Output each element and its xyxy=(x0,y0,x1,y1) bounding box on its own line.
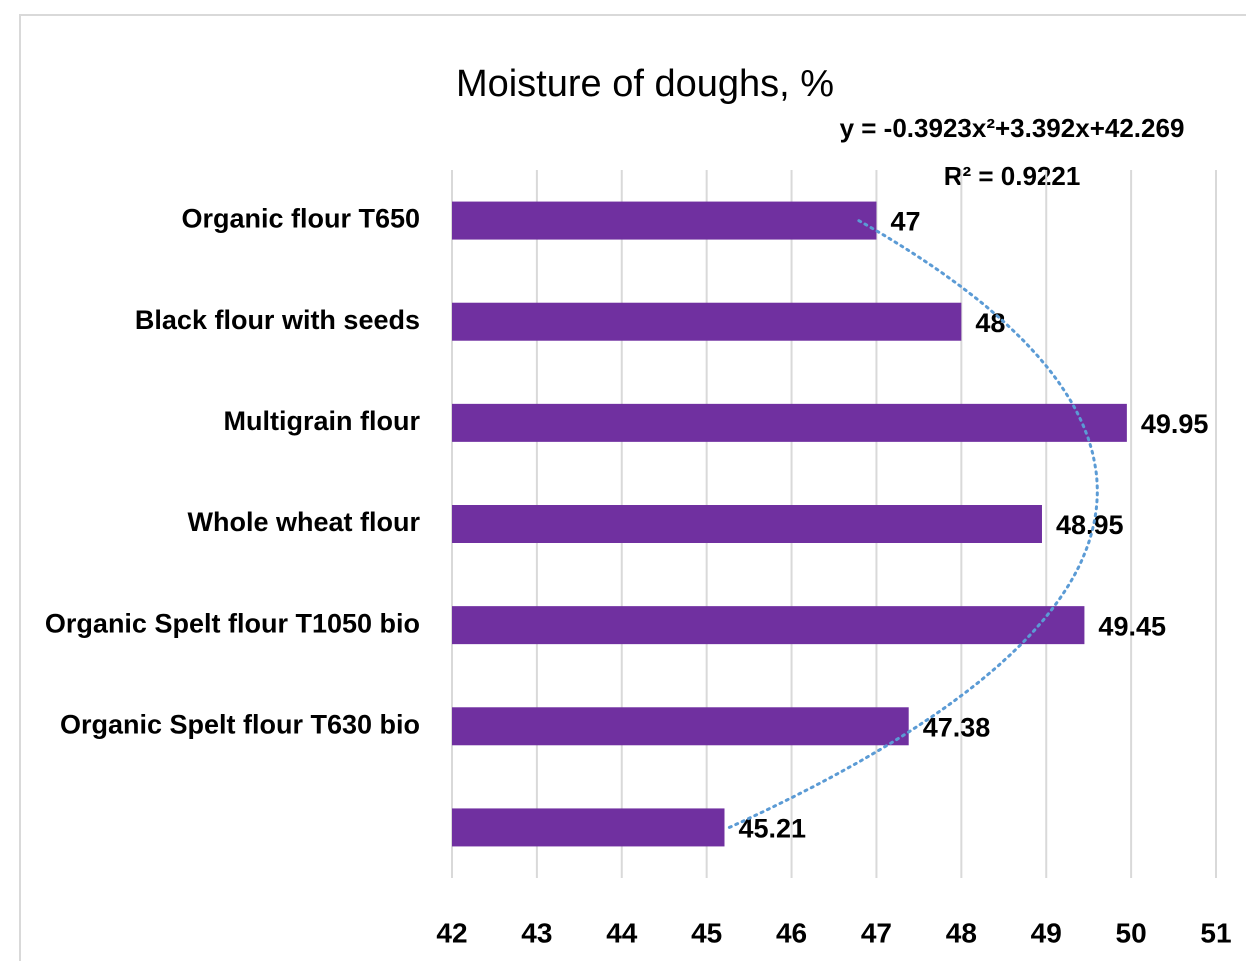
value-label: 47.38 xyxy=(923,712,991,742)
category-label: Organic Spelt flour T1050 bio xyxy=(45,608,420,638)
category-label: Organic Spelt flour T630 bio xyxy=(60,709,420,739)
x-tick-label: 46 xyxy=(776,917,807,948)
chart-border xyxy=(19,14,1246,966)
bar xyxy=(452,707,909,746)
bar xyxy=(452,505,1042,543)
x-tick-label: 50 xyxy=(1116,917,1147,948)
bar xyxy=(452,201,877,240)
bar xyxy=(452,606,1085,645)
x-tick-label: 47 xyxy=(861,917,892,948)
x-tick-label: 44 xyxy=(606,917,638,948)
value-label: 47 xyxy=(890,207,920,237)
x-tick-label: 51 xyxy=(1200,917,1231,948)
category-label: Multigrain flour xyxy=(224,406,421,436)
category-label: Organic flour T650 xyxy=(181,204,420,234)
value-label: 49.45 xyxy=(1098,611,1166,641)
x-tick-label: 49 xyxy=(1031,917,1062,948)
x-tick-label: 42 xyxy=(436,917,467,948)
value-label: 49.95 xyxy=(1141,409,1209,439)
category-label: Black flour with seeds xyxy=(135,305,420,335)
bar xyxy=(452,302,962,341)
bar xyxy=(452,808,725,847)
value-label: 48 xyxy=(975,308,1005,338)
trend-equation: y = -0.3923x²+3.392x+42.269 xyxy=(840,113,1185,143)
trend-r-squared: R² = 0.9221 xyxy=(944,161,1081,191)
x-tick-label: 43 xyxy=(521,917,552,948)
trendline xyxy=(727,219,1099,829)
x-tick-label: 48 xyxy=(946,917,977,948)
category-label: Whole wheat flour xyxy=(188,507,421,537)
bar xyxy=(452,403,1127,442)
chart-title: Moisture of doughs, % xyxy=(456,63,834,105)
x-tick-label: 45 xyxy=(691,917,722,948)
